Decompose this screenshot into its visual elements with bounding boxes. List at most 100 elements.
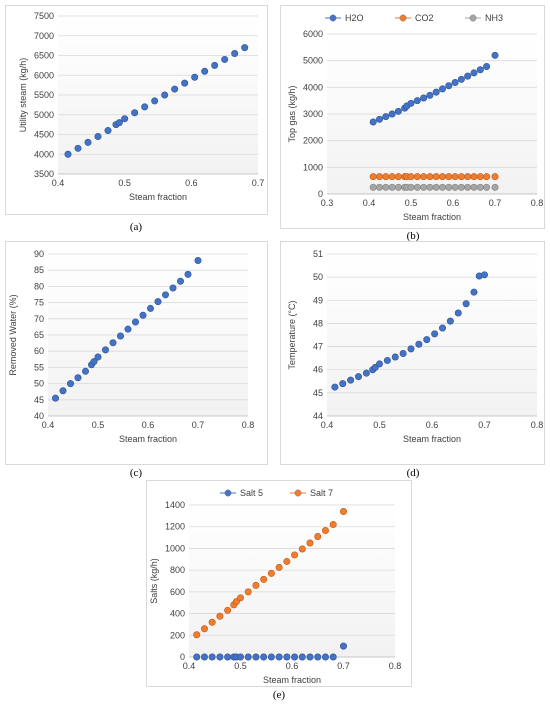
chart-panel-e: 0 200 400 600 800 1000 1200 1400 0.4 0.5 0.6 0.7 0.8…: [146, 480, 412, 687]
data-point-series: [117, 332, 125, 340]
data-point-series: [355, 373, 363, 381]
chart-svg-b: 0 1000 2000 3000 4000 5000 6000 0.3 0.4 0.5 0.6 0.7…: [287, 13, 544, 222]
data-point-series: [362, 369, 370, 377]
data-point-co2: [445, 173, 453, 181]
x-tick-label: 0.6: [426, 420, 439, 430]
data-point-series: [181, 79, 189, 87]
x-tick-label: 0.8: [531, 198, 544, 208]
data-point-series: [94, 353, 102, 361]
data-point-series: [339, 380, 347, 388]
data-point-series: [104, 127, 112, 135]
data-point-h2o: [445, 82, 453, 90]
data-point-h2o: [369, 118, 377, 126]
y-tick-label: 1000: [303, 162, 323, 172]
data-point-series: [147, 304, 155, 312]
data-point-salt-7: [267, 569, 275, 577]
y-tick-label: 46: [313, 365, 323, 375]
data-point-h2o: [432, 88, 440, 96]
data-point-salt-5: [224, 653, 232, 661]
data-point-h2o: [420, 94, 428, 102]
data-point-h2o: [451, 79, 459, 87]
data-point-salt-7: [237, 594, 245, 602]
data-point-series: [59, 387, 67, 395]
data-point-salt-5: [321, 653, 329, 661]
y-tick-label: 80: [34, 281, 44, 291]
data-point-series: [462, 300, 470, 308]
data-point-nh3: [407, 183, 415, 191]
data-point-series: [82, 367, 90, 375]
data-point-co2: [413, 173, 421, 181]
data-point-series: [124, 325, 132, 333]
panel-label-c: (c): [129, 467, 143, 479]
y-tick-label: 44: [313, 411, 323, 421]
data-point-series: [201, 67, 209, 75]
y-tick-label: 5500: [34, 90, 54, 100]
data-point-salt-7: [321, 527, 329, 535]
data-point-co2: [470, 173, 478, 181]
data-point-salt-5: [314, 653, 322, 661]
data-point-series: [162, 291, 170, 299]
data-point-co2: [432, 173, 440, 181]
data-point-series: [221, 55, 229, 63]
y-tick-label: 1400: [165, 500, 185, 510]
data-point-co2: [457, 173, 465, 181]
x-tick-label: 0.5: [92, 420, 105, 430]
data-point-co2: [382, 173, 390, 181]
x-tick-label: 0.8: [531, 420, 544, 430]
data-point-nh3: [439, 183, 447, 191]
y-tick-label: 47: [313, 342, 323, 352]
x-tick-label: 0.7: [192, 420, 205, 430]
y-axis-title: Utility steam (kg/h): [18, 58, 28, 133]
chart-svg-a: 3500 4000 4500 5000 5500 6000 6500 7000 7500 0.4 0…: [18, 11, 265, 202]
data-point-h2o: [476, 66, 484, 74]
x-tick-label: 0.6: [447, 198, 460, 208]
data-point-salt-5: [291, 653, 299, 661]
y-tick-label: 90: [34, 249, 44, 259]
y-tick-label: 48: [313, 318, 323, 328]
data-point-series: [431, 330, 439, 338]
data-point-nh3: [457, 183, 465, 191]
x-tick-label: 0.7: [489, 198, 502, 208]
data-point-h2o: [394, 107, 402, 115]
x-tick-label: 0.5: [234, 661, 247, 671]
data-point-salt-7: [329, 521, 337, 529]
data-point-series: [121, 115, 129, 123]
y-tick-label: 6500: [34, 51, 54, 61]
legend-label: Salt 5: [240, 488, 263, 498]
data-point-salt-7: [200, 625, 208, 633]
y-tick-label: 200: [170, 630, 185, 640]
x-tick-label: 0.8: [242, 420, 255, 430]
data-point-series: [347, 376, 355, 384]
y-tick-label: 3500: [34, 169, 54, 179]
data-point-co2: [376, 173, 384, 181]
y-axis-title: Top gas (kg/h): [287, 85, 297, 142]
data-point-series: [470, 288, 478, 296]
legend-marker: [329, 14, 337, 22]
y-tick-label: 4000: [303, 82, 323, 92]
data-point-series: [84, 138, 92, 146]
data-point-salt-5: [216, 653, 224, 661]
data-point-series: [161, 91, 169, 99]
panel-label-d: (d): [406, 467, 420, 479]
y-tick-label: 3000: [303, 109, 323, 119]
y-tick-label: 400: [170, 609, 185, 619]
y-tick-label: 51: [313, 249, 323, 259]
data-point-nh3: [445, 183, 453, 191]
x-tick-label: 0.6: [286, 661, 299, 671]
data-point-series: [191, 73, 199, 81]
x-tick-label: 0.5: [405, 198, 418, 208]
data-point-co2: [483, 173, 491, 181]
data-point-series: [66, 380, 74, 388]
data-point-salt-7: [298, 545, 306, 553]
data-point-h2o: [388, 110, 396, 118]
x-axis-title: Steam fraction: [403, 212, 461, 222]
x-tick-label: 0.7: [252, 178, 265, 188]
data-point-series: [391, 353, 399, 361]
data-point-h2o: [426, 91, 434, 99]
data-point-salt-5: [306, 653, 314, 661]
data-point-salt-5: [193, 653, 201, 661]
y-tick-label: 60: [34, 346, 44, 356]
data-point-salt-7: [193, 631, 201, 639]
y-tick-label: 65: [34, 330, 44, 340]
data-point-series: [446, 317, 454, 325]
